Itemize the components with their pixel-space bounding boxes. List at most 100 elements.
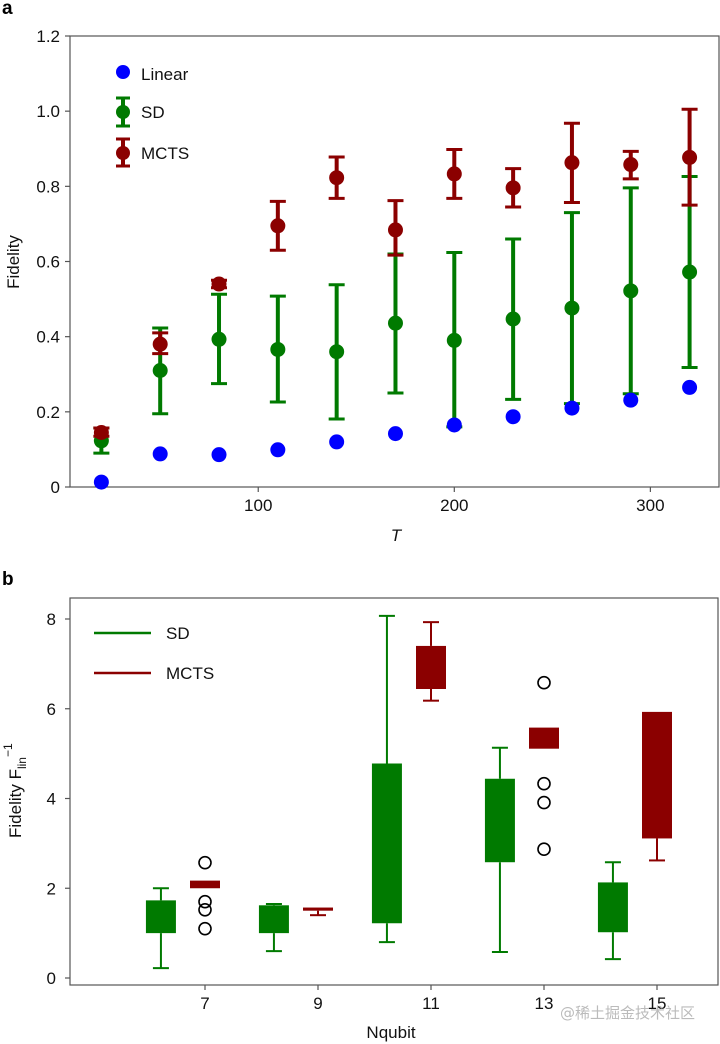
sd-box xyxy=(145,887,176,970)
mcts-point xyxy=(93,425,109,441)
sd-point xyxy=(564,300,580,316)
linear-point xyxy=(505,409,521,425)
panel-a-x-axis: 100 200 300 xyxy=(244,487,665,515)
outlier xyxy=(537,776,551,791)
mcts-box xyxy=(303,907,333,917)
iqr-box xyxy=(597,882,628,933)
legend-mcts-label: MCTS xyxy=(141,144,189,163)
mcts-point xyxy=(270,218,286,234)
y-tick-label: 1.2 xyxy=(36,27,60,46)
panel-a-label: a xyxy=(2,0,13,19)
y-tick-label: 0.4 xyxy=(36,328,60,347)
outlier xyxy=(198,902,212,917)
sd-point xyxy=(505,311,521,327)
y-tick-label: 0 xyxy=(47,969,56,988)
y-tick-label: 6 xyxy=(47,700,56,719)
linear-point xyxy=(270,442,286,458)
y-tick-label: 2 xyxy=(47,879,56,898)
y-title-sup: −1 xyxy=(1,743,15,757)
sd-box xyxy=(484,746,515,953)
mcts-point xyxy=(564,155,580,171)
mcts-box xyxy=(642,711,672,862)
iqr-box xyxy=(529,727,559,749)
sd-box xyxy=(597,861,628,961)
iqr-box xyxy=(371,763,402,924)
panel-b-plot-frame xyxy=(69,597,719,986)
mcts-point xyxy=(329,170,345,186)
y-tick-label: 4 xyxy=(47,790,56,809)
panel-a: a 0 0.2 0.4 0.6 0.8 1.0 1.2 100 200 300 T Fideli… xyxy=(2,0,720,545)
sd-point xyxy=(152,362,168,378)
mcts-box xyxy=(529,675,559,857)
mcts-point xyxy=(152,336,168,352)
y-tick-label: 0.2 xyxy=(36,403,60,422)
sd-point xyxy=(682,264,698,280)
mcts-point xyxy=(211,276,227,292)
y-tick-label: 1.0 xyxy=(36,102,60,121)
linear-point xyxy=(93,474,109,490)
iqr-box xyxy=(258,905,289,934)
y-title-sub: lin xyxy=(15,757,29,769)
x-tick-label: 15 xyxy=(648,994,667,1013)
panel-b-y-axis: 0 2 4 6 8 xyxy=(47,610,70,988)
mcts-box xyxy=(416,621,446,702)
linear-point xyxy=(682,379,698,395)
panel-a-y-axis: 0 0.2 0.4 0.6 0.8 1.0 1.2 xyxy=(36,27,70,497)
iqr-box xyxy=(416,645,446,690)
x-tick-label: 7 xyxy=(200,994,209,1013)
panel-a-y-axis-title: Fidelity xyxy=(4,235,23,289)
x-tick-label: 100 xyxy=(244,496,272,515)
legend-linear-marker xyxy=(116,65,130,79)
legend-sd-label: SD xyxy=(166,624,190,643)
sd-point xyxy=(446,332,462,348)
mcts-point xyxy=(446,166,462,182)
sd-point xyxy=(211,331,227,347)
mcts-point xyxy=(505,180,521,196)
y-tick-label: 0 xyxy=(51,478,60,497)
linear-point xyxy=(564,400,580,416)
linear-point xyxy=(387,426,403,442)
linear-point xyxy=(152,446,168,462)
panel-a-legend: Linear SD MCTS xyxy=(116,65,189,168)
panel-b-x-axis-title: Nqubit xyxy=(366,1023,415,1042)
panel-b-legend: SD MCTS xyxy=(94,624,214,683)
iqr-box xyxy=(145,900,176,934)
panel-b-x-axis: 7 9 11 13 15 xyxy=(200,985,666,1013)
x-tick-label: 11 xyxy=(422,994,440,1013)
sd-box xyxy=(371,614,402,944)
x-tick-label: 9 xyxy=(313,994,322,1013)
outlier xyxy=(537,675,551,690)
sd-point xyxy=(623,283,639,299)
legend-sd-marker xyxy=(116,96,130,128)
sd-point xyxy=(387,315,403,331)
linear-point xyxy=(329,434,345,450)
iqr-box xyxy=(190,880,220,889)
sd-point xyxy=(270,341,286,357)
sd-point xyxy=(329,344,345,360)
x-tick-label: 13 xyxy=(535,994,554,1013)
iqr-box xyxy=(484,778,515,863)
linear-point xyxy=(446,417,462,433)
x-tick-label: 200 xyxy=(440,496,468,515)
panel-b-label: b xyxy=(2,569,14,590)
outlier xyxy=(198,855,212,870)
y-tick-label: 8 xyxy=(47,610,56,629)
legend-mcts-label: MCTS xyxy=(166,664,214,683)
outlier xyxy=(537,795,551,810)
linear-point xyxy=(211,447,227,463)
mcts-point xyxy=(623,157,639,173)
panel-a-x-axis-title: T xyxy=(391,526,403,545)
outlier xyxy=(537,842,551,857)
watermark: @稀土掘金技术社区 xyxy=(560,1004,695,1022)
panel-a-data xyxy=(93,107,698,490)
mcts-point xyxy=(682,149,698,165)
mcts-point xyxy=(387,222,403,238)
linear-point xyxy=(623,392,639,408)
legend-linear-label: Linear xyxy=(141,65,189,84)
panel-b-y-axis-title: Fidelity Flin−1 xyxy=(1,743,29,838)
y-title-main: Fidelity F xyxy=(6,769,25,838)
y-tick-label: 0.8 xyxy=(36,177,60,196)
y-tick-label: 0.6 xyxy=(36,253,60,272)
